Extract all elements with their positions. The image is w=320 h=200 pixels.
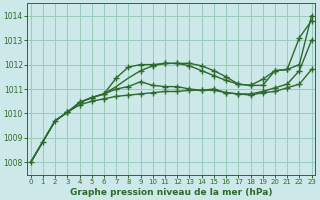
X-axis label: Graphe pression niveau de la mer (hPa): Graphe pression niveau de la mer (hPa) bbox=[70, 188, 272, 197]
